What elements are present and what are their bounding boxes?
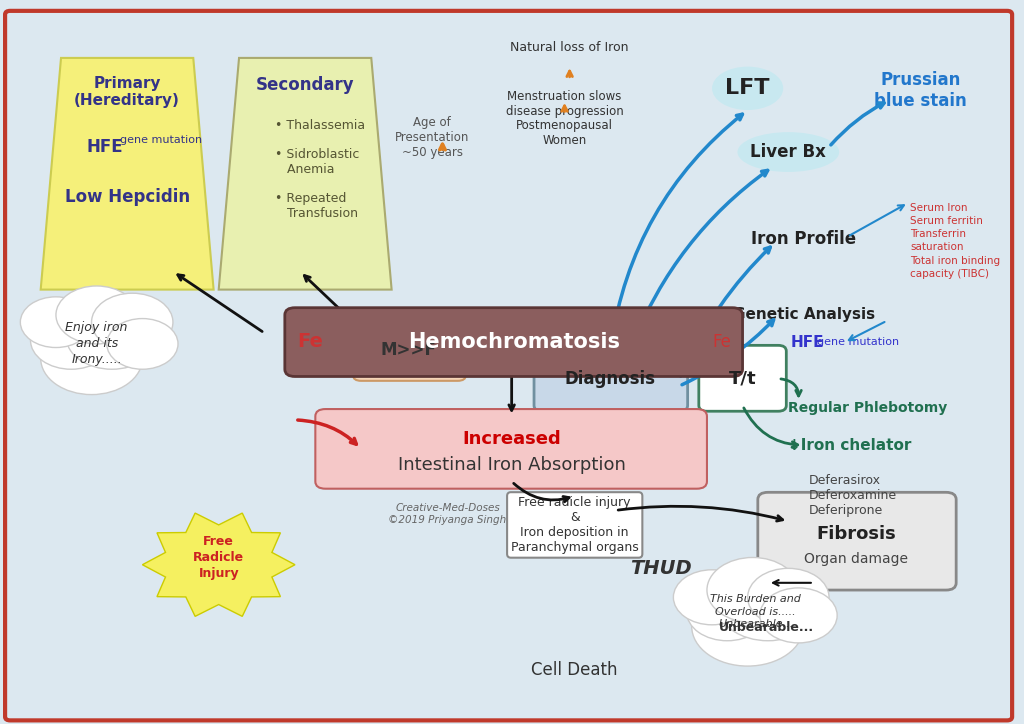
Text: Menstruation slows
disease progression: Menstruation slows disease progression [506, 90, 624, 119]
Text: This Burden and
Overload is.....
Unbearable...: This Burden and Overload is..... Unbeara… [711, 594, 801, 629]
Text: Unbearable...: Unbearable... [719, 621, 813, 634]
Text: Free
Radicle
Injury: Free Radicle Injury [194, 535, 245, 580]
Text: ↓Iron chelator: ↓Iron chelator [788, 438, 911, 452]
Text: Organ damage: Organ damage [805, 552, 908, 566]
Polygon shape [41, 58, 214, 290]
Circle shape [717, 568, 819, 641]
Text: Intestinal Iron Absorption: Intestinal Iron Absorption [397, 456, 626, 473]
Text: Prussian
blue stain: Prussian blue stain [874, 71, 967, 110]
Circle shape [67, 304, 158, 369]
FancyBboxPatch shape [5, 11, 1012, 720]
Circle shape [91, 293, 173, 351]
Text: HFE: HFE [791, 335, 824, 350]
Text: Iron Profile: Iron Profile [751, 230, 856, 248]
Circle shape [748, 568, 829, 626]
Text: LFT: LFT [725, 78, 770, 98]
Text: gene mutation: gene mutation [120, 135, 202, 146]
FancyBboxPatch shape [315, 409, 707, 489]
Text: Diagnosis: Diagnosis [565, 370, 655, 387]
Text: Postmenopausal
Women: Postmenopausal Women [516, 119, 613, 147]
Text: Age of
Presentation
~50 years: Age of Presentation ~50 years [395, 116, 469, 159]
Text: Creative-Med-Doses
©2019 Priyanga Singh: Creative-Med-Doses ©2019 Priyanga Singh [388, 503, 507, 525]
Polygon shape [142, 513, 295, 616]
Text: Fe: Fe [297, 332, 324, 351]
Text: Free radicle injury
&
Iron deposition in
Paranchymal organs: Free radicle injury & Iron deposition in… [511, 496, 639, 554]
Text: Liver Bx: Liver Bx [751, 143, 826, 161]
Text: M>>F: M>>F [381, 341, 437, 358]
Text: Fibrosis: Fibrosis [816, 525, 896, 542]
Polygon shape [219, 58, 391, 290]
Circle shape [760, 588, 838, 643]
Text: Genetic Analysis: Genetic Analysis [732, 308, 874, 322]
Circle shape [20, 297, 91, 348]
Text: Primary
(Hereditary): Primary (Hereditary) [74, 76, 180, 109]
Text: Secondary: Secondary [256, 76, 354, 94]
FancyBboxPatch shape [698, 345, 786, 411]
Circle shape [106, 319, 178, 369]
Text: Regular Phlebotomy: Regular Phlebotomy [788, 400, 947, 415]
Text: gene mutation: gene mutation [817, 337, 899, 348]
Text: • Repeated
   Transfusion: • Repeated Transfusion [274, 192, 357, 220]
Circle shape [687, 583, 768, 641]
Circle shape [707, 557, 799, 623]
Text: • Thalassemia: • Thalassemia [274, 119, 365, 132]
Text: Natural loss of Iron: Natural loss of Iron [510, 41, 629, 54]
Text: Fe: Fe [713, 333, 732, 350]
Text: Increased: Increased [462, 430, 561, 447]
Text: THUD: THUD [631, 559, 692, 578]
Text: T/t: T/t [729, 370, 757, 387]
Text: Low Hepcidin: Low Hepcidin [65, 188, 189, 206]
Text: HFE: HFE [86, 138, 123, 156]
FancyBboxPatch shape [285, 308, 742, 376]
Text: Serum Iron
Serum ferritin
Transferrin
saturation
Total iron binding
capacity (TI: Serum Iron Serum ferritin Transferrin sa… [910, 203, 1000, 279]
Text: Deferasirox
Deferoxamine
Deferiprone: Deferasirox Deferoxamine Deferiprone [809, 474, 897, 517]
Circle shape [691, 586, 804, 666]
Circle shape [41, 322, 142, 395]
Text: • Sidroblastic
   Anemia: • Sidroblastic Anemia [274, 148, 359, 177]
Circle shape [56, 286, 137, 344]
Text: Hemochromatosis: Hemochromatosis [408, 332, 620, 352]
FancyBboxPatch shape [353, 319, 466, 381]
FancyBboxPatch shape [535, 345, 688, 411]
Text: Cell Death: Cell Death [531, 661, 617, 678]
Circle shape [31, 311, 112, 369]
Circle shape [674, 570, 751, 625]
Ellipse shape [737, 132, 840, 172]
FancyBboxPatch shape [758, 492, 956, 590]
Text: Enjoy iron
and its
Irony.....: Enjoy iron and its Irony..... [66, 321, 128, 366]
Ellipse shape [712, 67, 783, 110]
